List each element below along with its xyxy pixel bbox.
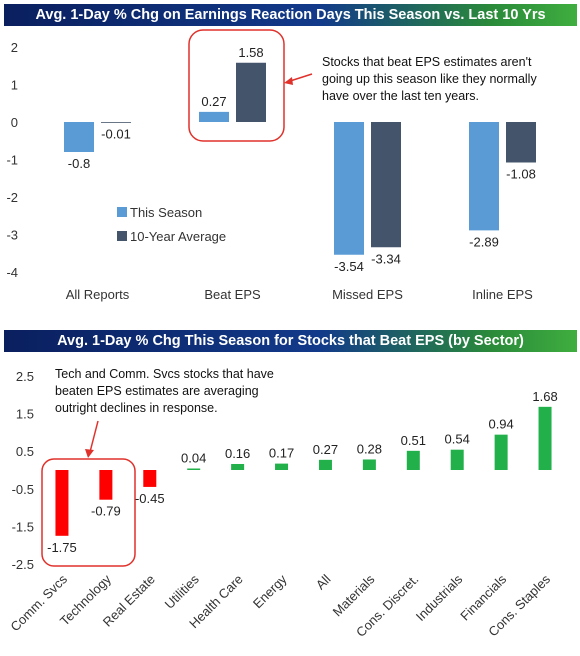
legend-label-this-season: This Season bbox=[130, 205, 202, 220]
chart1-data-label: 1.58 bbox=[238, 45, 263, 60]
chart2-data-label: 0.54 bbox=[445, 432, 470, 447]
chart1-ytick-label: -4 bbox=[6, 265, 18, 280]
chart2-bar bbox=[187, 468, 201, 470]
chart1-data-label: 0.27 bbox=[201, 94, 226, 109]
chart2-data-label: 0.27 bbox=[313, 442, 338, 457]
chart1-category-label: Inline EPS bbox=[472, 287, 533, 302]
chart2-data-label: 0.51 bbox=[401, 433, 426, 448]
chart2-data-label: 0.94 bbox=[488, 417, 513, 432]
chart2-annotation-line-1: Tech and Comm. Svcs stocks that have bbox=[55, 367, 274, 381]
chart1-bar-this-season bbox=[64, 122, 94, 152]
chart2-bar bbox=[275, 463, 289, 470]
chart1-bar-10-year-average bbox=[371, 122, 401, 248]
chart1-bar-this-season bbox=[334, 122, 364, 255]
chart2-data-label: -1.75 bbox=[47, 540, 77, 555]
chart2-category-label: Comm. Svcs bbox=[7, 571, 70, 634]
legend-label-10-year-average: 10-Year Average bbox=[130, 229, 226, 244]
chart1-data-label: -3.34 bbox=[371, 251, 401, 266]
chart2-bar bbox=[450, 449, 464, 470]
chart1-highlight-box bbox=[188, 29, 285, 142]
chart2-data-label: 1.68 bbox=[532, 389, 557, 404]
chart2-ytick-label: 1.5 bbox=[16, 407, 34, 422]
chart2-ytick-label: -1.5 bbox=[12, 519, 34, 534]
chart1-ytick-label: 0 bbox=[11, 115, 18, 130]
chart1-ytick-label: -3 bbox=[6, 228, 18, 243]
chart2-category-label: Energy bbox=[250, 571, 290, 611]
chart1-data-label: -0.01 bbox=[101, 126, 131, 141]
chart1-ytick-label: -1 bbox=[6, 153, 18, 168]
chart2-bar bbox=[406, 450, 420, 470]
chart1-annotation-line-2: going up this season like they normally bbox=[322, 72, 537, 86]
chart1-bar-this-season bbox=[199, 111, 229, 122]
chart2-category-label: Industrials bbox=[413, 571, 466, 624]
chart2-ytick-label: -0.5 bbox=[12, 482, 34, 497]
chart2-bar bbox=[538, 406, 552, 470]
chart1-data-label: -3.54 bbox=[334, 259, 364, 274]
chart1-data-label: -2.89 bbox=[469, 234, 499, 249]
chart2-bar bbox=[318, 459, 332, 470]
chart2-data-label: 0.17 bbox=[269, 446, 294, 461]
chart1-bar-10-year-average bbox=[101, 122, 131, 123]
chart2-ytick-label: -2.5 bbox=[12, 557, 34, 572]
chart2-bar bbox=[99, 470, 113, 500]
chart2-annotation-arrow bbox=[89, 420, 99, 453]
chart1-annotation-line-3: have over the last ten years. bbox=[322, 89, 479, 103]
chart2-highlight-box bbox=[41, 458, 136, 567]
chart2-category-label: All bbox=[313, 571, 334, 592]
chart2-bar bbox=[55, 470, 69, 536]
chart1-ytick-label: 1 bbox=[11, 78, 18, 93]
chart1-annotation-line-1: Stocks that beat EPS estimates aren't bbox=[322, 55, 532, 69]
chart1-category-label: All Reports bbox=[66, 287, 130, 302]
legend-swatch-this-season bbox=[117, 207, 127, 217]
chart1-data-label: -0.8 bbox=[68, 156, 90, 171]
chart2-ytick-label: 2.5 bbox=[16, 369, 34, 384]
chart2-title: Avg. 1-Day % Chg This Season for Stocks … bbox=[4, 330, 577, 352]
chart2-arrowhead bbox=[85, 449, 94, 458]
chart2-category-label: Utilities bbox=[162, 571, 203, 612]
chart2-annotation-line-3: outright declines in response. bbox=[55, 401, 218, 415]
chart2-bar bbox=[494, 434, 508, 470]
chart2-data-label: 0.16 bbox=[225, 446, 250, 461]
chart2-data-label: -0.79 bbox=[91, 504, 121, 519]
legend-swatch-10-year-average bbox=[117, 231, 127, 241]
chart1-category-label: Missed EPS bbox=[332, 287, 403, 302]
chart2-ytick-label: 0.5 bbox=[16, 444, 34, 459]
chart1-title: Avg. 1-Day % Chg on Earnings Reaction Da… bbox=[4, 4, 577, 26]
chart2-data-label: 0.28 bbox=[357, 441, 382, 456]
chart2-bar bbox=[231, 463, 245, 470]
chart2-data-label: -0.45 bbox=[135, 491, 165, 506]
chart1-bar-10-year-average bbox=[506, 122, 536, 163]
chart1-bar-this-season bbox=[469, 122, 499, 231]
chart2-bar bbox=[362, 459, 376, 470]
chart2-annotation-line-2: beaten EPS estimates are averaging bbox=[55, 384, 259, 398]
chart2-bar bbox=[143, 470, 157, 487]
chart1-ytick-label: -2 bbox=[6, 190, 18, 205]
chart2-data-label: 0.04 bbox=[181, 450, 206, 465]
chart1-arrowhead bbox=[284, 77, 293, 85]
chart1-data-label: -1.08 bbox=[506, 167, 536, 182]
chart1-bar-10-year-average bbox=[236, 62, 266, 122]
chart1-category-label: Beat EPS bbox=[204, 287, 261, 302]
chart1-ytick-label: 2 bbox=[11, 40, 18, 55]
